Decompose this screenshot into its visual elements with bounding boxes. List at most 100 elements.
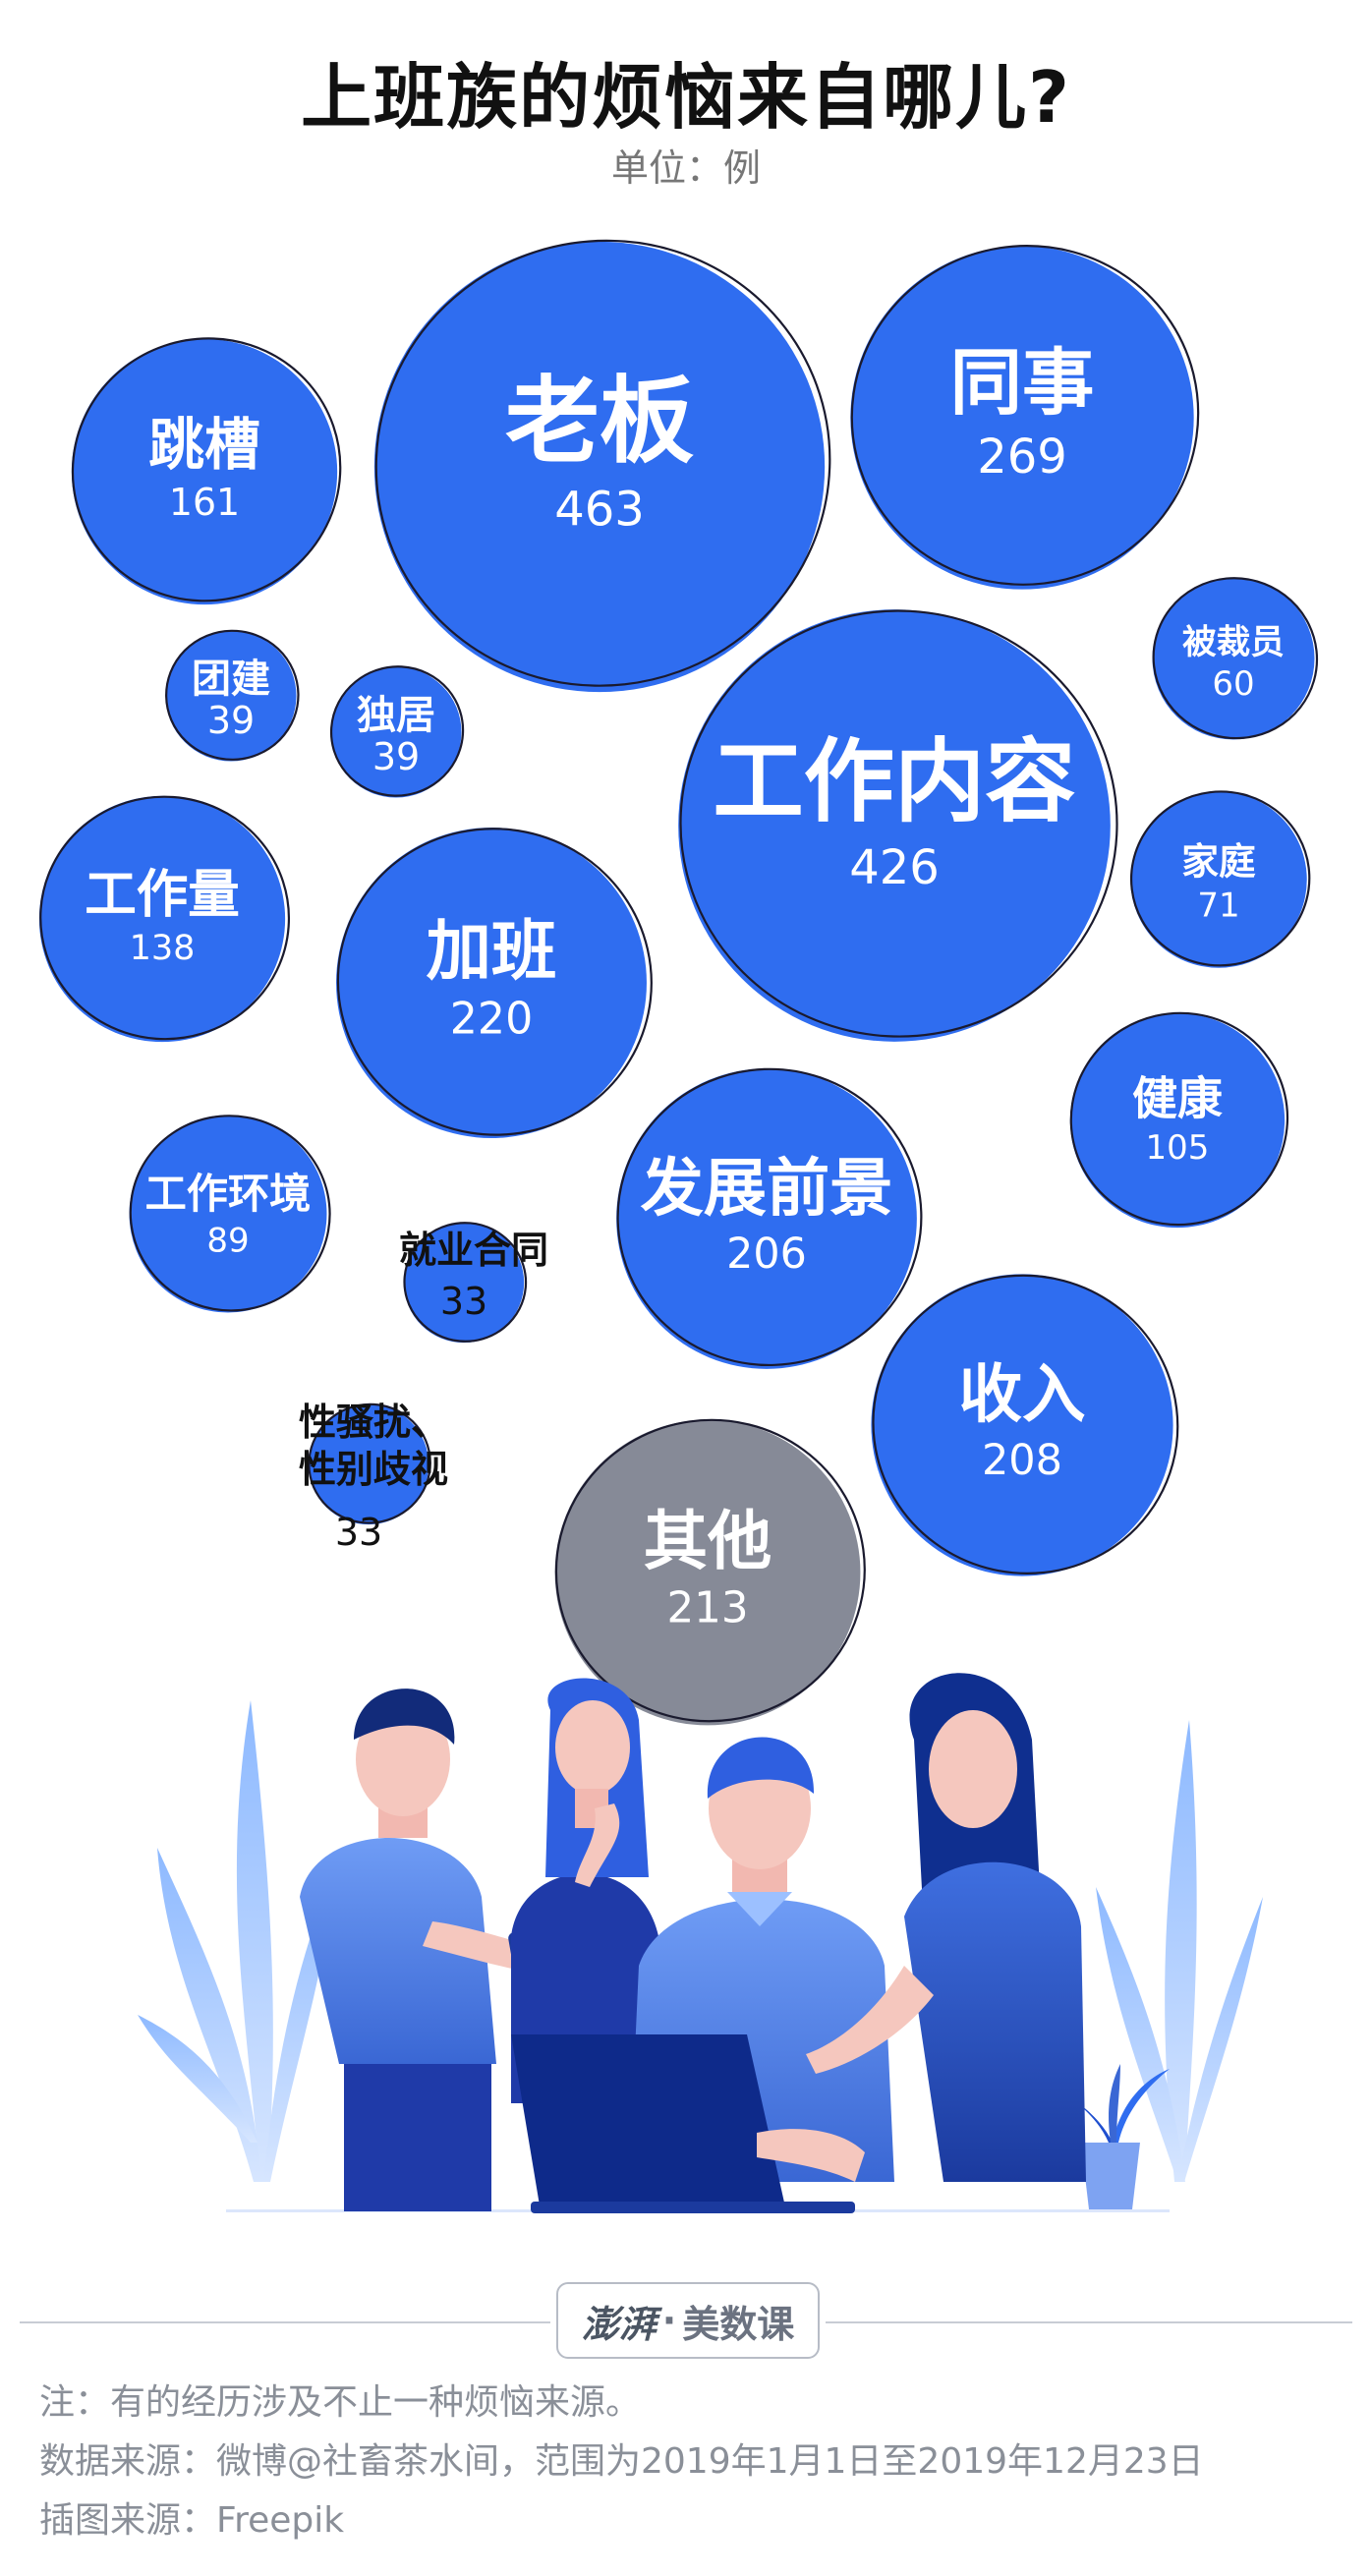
bubble-label: 工作环境 [145, 1170, 312, 1218]
bubble-outline [554, 1418, 866, 1723]
bubble-value: 39 [207, 699, 255, 742]
bubble-outline [308, 1402, 431, 1524]
bubble-value: 426 [849, 840, 940, 895]
bubble-outline [1152, 577, 1319, 740]
bubble-value: 138 [130, 928, 196, 968]
bubble-circle [1152, 577, 1315, 740]
bubble-value: 71 [1197, 887, 1239, 926]
bubble-label: 被裁员 [1182, 623, 1285, 662]
bubble-outline [165, 629, 300, 761]
bubble-value: 39 [372, 735, 420, 778]
bubble-value: 213 [666, 1584, 748, 1633]
bubble-circle [1130, 791, 1307, 968]
bubble-circle [38, 795, 286, 1043]
bubble-5: 其他 213 [554, 1418, 866, 1726]
bubble-value: 463 [554, 482, 645, 537]
bubble-label: 老板 [505, 366, 694, 476]
bubble-value: 33 [335, 1511, 382, 1554]
bubble-label: 跳槽 [148, 413, 260, 478]
brand-separator: · [661, 2299, 677, 2342]
bubble-circle [1069, 1012, 1286, 1229]
bubble-circle [616, 1068, 917, 1369]
bubble-label: 健康 [1132, 1071, 1223, 1124]
bubble-value: 208 [982, 1436, 1062, 1485]
bubble-value: 161 [169, 481, 240, 524]
footer-divider-left [20, 2321, 550, 2323]
bubble-outline [403, 1222, 528, 1343]
bubble-16: 就业合同 33 [399, 1222, 548, 1344]
bubble-circle [678, 609, 1111, 1042]
bubble-value: 206 [726, 1230, 807, 1279]
bubble-outline [872, 1274, 1179, 1574]
bubble-value: 60 [1212, 664, 1254, 704]
bubble-label: 同事 [950, 342, 1095, 426]
footnotes: 注：有的经历涉及不止一种烦恼来源。 数据来源：微博@社畜茶水间，范围为2019年… [39, 2374, 1356, 2550]
bubble-circle [129, 1115, 327, 1313]
bubble-outline [850, 245, 1200, 586]
bubble-label: 工作量 [85, 864, 240, 924]
bubble-label: 团建 [192, 657, 270, 702]
bubble-chart: 老板463工作内容426同事269加班220其他213收入208发展前景206跳… [38, 239, 1319, 1726]
person-woman-right-icon [806, 1673, 1086, 2182]
bubble-outline [71, 337, 342, 602]
bubble-value: 89 [206, 1221, 249, 1260]
bubble-label-line: 性别歧视 [299, 1448, 448, 1491]
bubble-circle [165, 630, 297, 762]
footer-divider-right [826, 2321, 1352, 2323]
bubble-circle [403, 1222, 525, 1344]
bubble-17: 性骚扰、性别歧视 33 [299, 1401, 448, 1554]
bubble-circle [554, 1419, 861, 1726]
bubble-outline [129, 1115, 331, 1312]
unit-label: 单位：例 [610, 146, 761, 190]
bubble-label: 就业合同 [399, 1229, 548, 1272]
bubble-outline [616, 1067, 923, 1367]
footnote-data-source: 数据来源：微博@社畜茶水间，范围为2019年1月1日至2019年12月23日 [39, 2441, 1204, 2482]
bubble-circle [308, 1403, 429, 1525]
right-plant-icon [1096, 1720, 1263, 2182]
bubble-outline [679, 609, 1118, 1038]
bubble-label: 工作内容 [713, 728, 1075, 834]
office-team-illustration [138, 1673, 1263, 2213]
bubble-label-line: 性骚扰、 [299, 1401, 448, 1444]
footnote-illustration-source: 插图来源：Freepik [39, 2500, 345, 2541]
bubble-label: 收入 [958, 1358, 1085, 1432]
bubble-value: 105 [1146, 1128, 1210, 1168]
bubble-circle [71, 338, 338, 605]
bubble-outline [1129, 790, 1311, 967]
left-plant-icon [138, 1700, 339, 2182]
person-man-left-icon [300, 1689, 593, 2211]
bubble-outline [39, 795, 291, 1041]
bubble-circle [850, 246, 1194, 590]
brand-logo-mark: 澎湃 [581, 2301, 657, 2346]
laptop-icon [511, 2034, 865, 2213]
bubble-outline [329, 665, 465, 797]
bubble-value: 269 [977, 429, 1067, 485]
bubble-value: 220 [450, 994, 533, 1044]
bubble-label: 家庭 [1181, 840, 1256, 884]
chart-title: 上班族的烦恼来自哪儿? [301, 56, 1071, 139]
bubble-circle [871, 1274, 1173, 1576]
bubble-2: 工作内容 426 [678, 609, 1118, 1042]
brand-name: 美数课 [682, 2302, 795, 2346]
bubble-label: 独居 [357, 693, 435, 738]
bubble-circle [336, 828, 647, 1138]
bubble-value: 33 [440, 1280, 487, 1323]
bubble-outline [374, 239, 831, 687]
footnote-note: 注：有的经历涉及不止一种烦恼来源。 [39, 2382, 642, 2423]
bubble-outline [1069, 1011, 1289, 1227]
bubble-outline [336, 828, 653, 1136]
bubble-circle [330, 666, 462, 798]
bubble-label: 其他 [644, 1505, 772, 1579]
